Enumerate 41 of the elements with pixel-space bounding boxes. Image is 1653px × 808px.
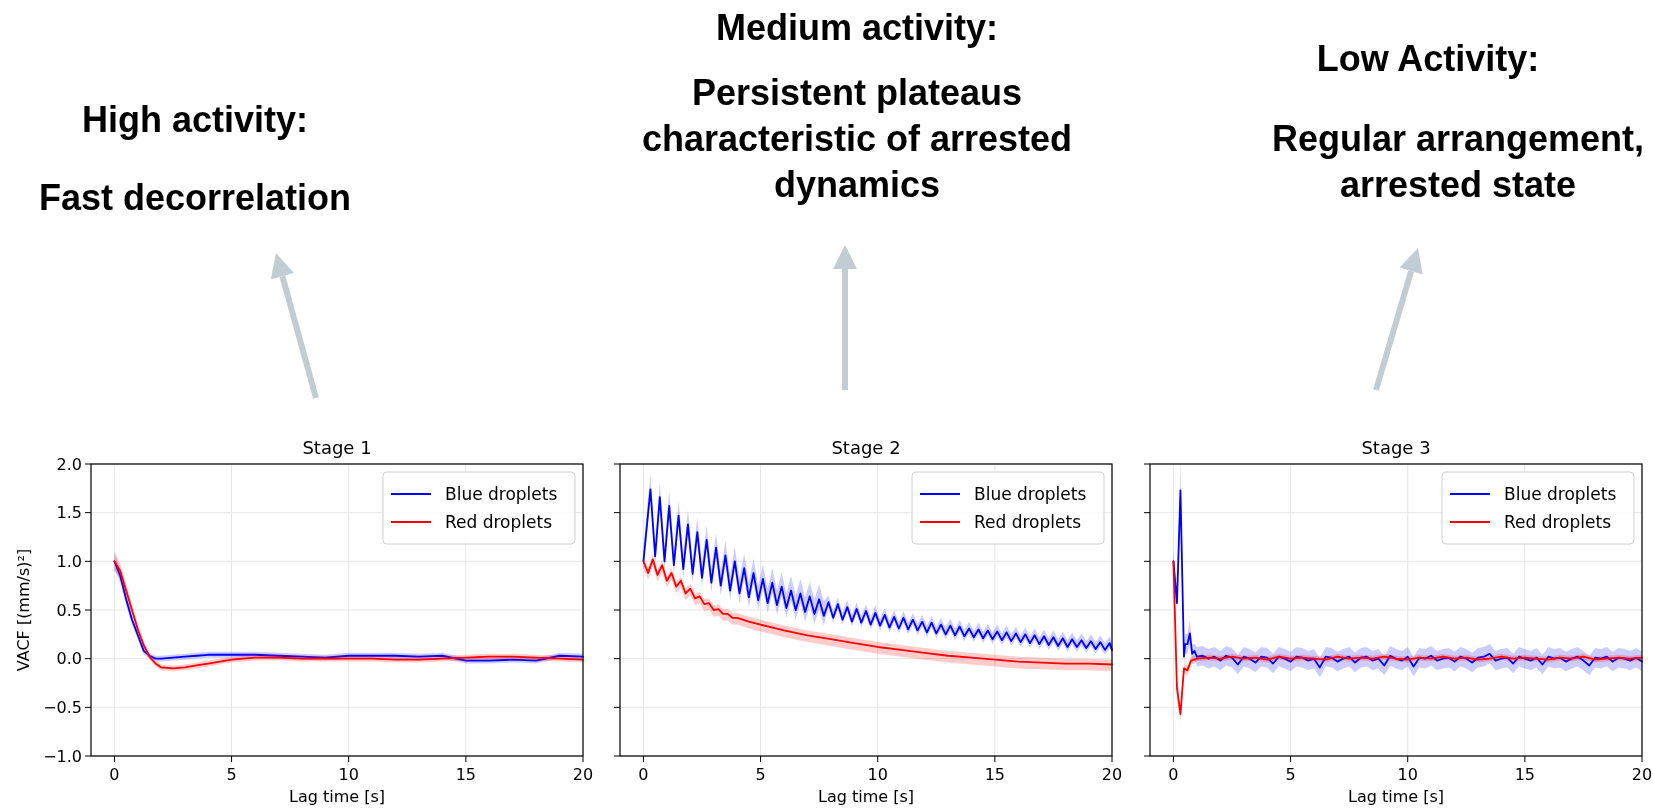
chart-title: Stage 2 [831,437,901,458]
x-tick-label: 15 [984,765,1006,784]
y-tick-label: −1.0 [43,746,82,766]
x-tick-label: 20 [1631,765,1653,784]
x-tick-label: 10 [1397,765,1418,784]
legend-label: Blue droplets [974,483,1087,504]
legend-label: Blue droplets [445,483,558,504]
legend-label: Red droplets [1504,511,1612,532]
text: High activity: [81,99,309,140]
x-tick-label: 0 [109,765,120,784]
y-tick-label: 0.0 [56,649,82,669]
x-axis-title: Lag time [s] [1347,787,1445,806]
x-tick-label: 15 [455,765,477,784]
legend-label: Blue droplets [1504,483,1617,504]
x-tick-label: 20 [1101,765,1123,784]
x-tick-label: 10 [338,765,359,784]
legend-label: Red droplets [445,511,553,532]
text: Medium activity: [715,7,999,48]
chart-title: Stage 3 [1361,437,1431,458]
text: Persistent plateaus characteristic of arrested dynamics [641,72,1073,205]
x-axis-title: Lag time [s] [288,787,386,806]
text: Low Activity: [1316,38,1540,79]
y-tick-label: 1.5 [56,503,82,523]
y-tick-label: 2.0 [56,454,82,474]
x-axis-title: Lag time [s] [817,787,915,806]
x-tick-label: 0 [1168,765,1179,784]
y-tick-label: −0.5 [43,697,82,717]
x-tick-label: 20 [572,765,594,784]
chart-title: Stage 1 [302,437,372,458]
text: Fast decorrelation [38,177,352,218]
x-tick-label: 15 [1514,765,1536,784]
y-tick-label: 1.0 [56,551,82,571]
x-tick-label: 0 [638,765,649,784]
y-axis-title: VACF [(mm/s)²] [14,548,33,672]
y-tick-label: 0.5 [56,600,82,620]
text: Regular arrangement, arrested state [1271,118,1645,205]
x-tick-label: 10 [867,765,888,784]
x-tick-label: 5 [226,765,237,784]
x-tick-label: 5 [755,765,766,784]
legend-label: Red droplets [974,511,1082,532]
x-tick-label: 5 [1285,765,1296,784]
